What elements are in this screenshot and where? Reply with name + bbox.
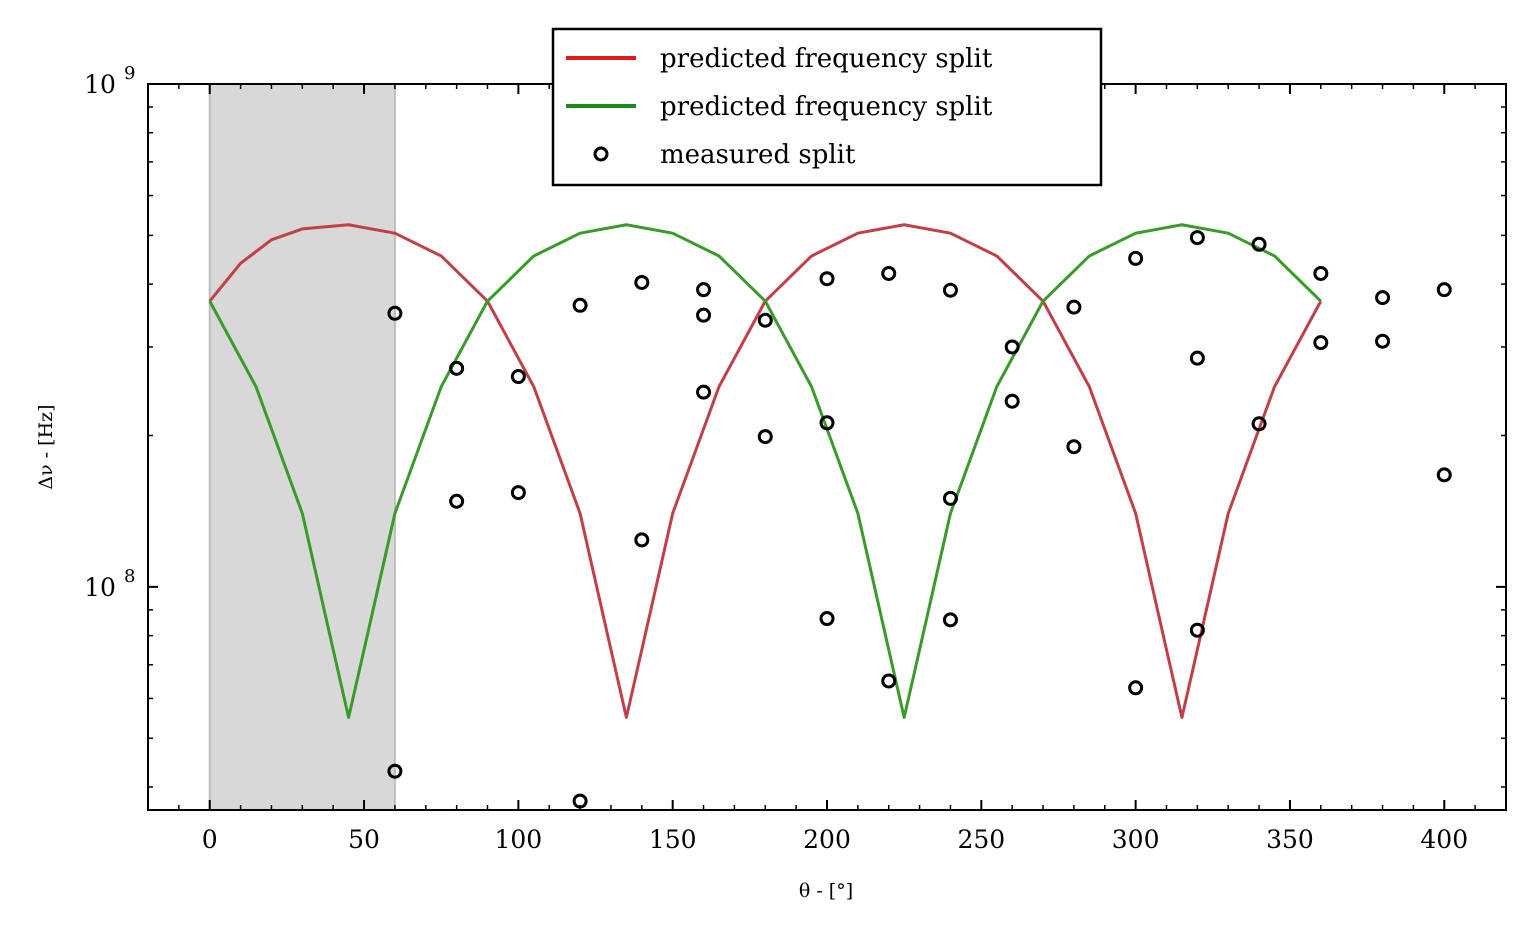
data-point xyxy=(1189,350,1205,366)
data-point xyxy=(696,384,712,400)
y-axis-label: Δν - [Hz] xyxy=(35,404,57,489)
series-line-1 xyxy=(208,223,1323,719)
x-tick-label: 200 xyxy=(803,825,851,854)
data-point xyxy=(819,415,835,431)
legend-label: predicted frequency split xyxy=(660,44,993,74)
x-axis-label: θ - [°] xyxy=(799,880,853,902)
x-tick-label: 350 xyxy=(1266,825,1314,854)
y-tick-label: 10 xyxy=(84,70,116,99)
y-tick-exponent: 9 xyxy=(124,63,135,84)
data-point xyxy=(1375,290,1391,306)
data-point xyxy=(1375,333,1391,349)
x-tick-label: 100 xyxy=(495,825,543,854)
data-point xyxy=(1004,339,1020,355)
legend-label: predicted frequency split xyxy=(660,92,993,122)
data-point xyxy=(1436,282,1452,298)
plot-area xyxy=(208,84,1452,810)
x-tick-label: 50 xyxy=(348,825,380,854)
legend: predicted frequency split predicted frequ… xyxy=(551,27,1103,187)
data-point xyxy=(881,265,897,281)
data-point xyxy=(819,611,835,627)
data-point xyxy=(510,485,526,501)
data-point xyxy=(387,305,403,321)
y-tick-exponent: 8 xyxy=(124,566,135,587)
data-point xyxy=(1128,250,1144,266)
data-point xyxy=(387,763,403,779)
data-point xyxy=(449,360,465,376)
data-point xyxy=(1066,299,1082,315)
x-tick-label: 250 xyxy=(957,825,1005,854)
data-point xyxy=(942,612,958,628)
data-point xyxy=(510,369,526,385)
data-point xyxy=(757,312,773,328)
data-point xyxy=(1189,622,1205,638)
legend-label: measured split xyxy=(660,140,856,170)
data-point xyxy=(881,673,897,689)
data-point xyxy=(942,282,958,298)
data-point xyxy=(1004,393,1020,409)
x-tick-label: 300 xyxy=(1112,825,1160,854)
x-tick-label: 0 xyxy=(202,825,218,854)
series-line-2 xyxy=(208,223,1322,719)
legend-box xyxy=(551,27,1103,187)
data-point xyxy=(1066,439,1082,455)
y-tick-label: 10 xyxy=(84,573,116,602)
data-point xyxy=(449,493,465,509)
data-point xyxy=(1251,236,1267,252)
data-point xyxy=(1189,230,1205,246)
data-point xyxy=(1313,335,1329,351)
data-point xyxy=(572,297,588,313)
data-point xyxy=(696,307,712,323)
x-tick-label: 400 xyxy=(1420,825,1468,854)
data-point xyxy=(757,429,773,445)
x-tick-label: 150 xyxy=(649,825,697,854)
data-point xyxy=(942,490,958,506)
data-point xyxy=(1436,467,1452,483)
data-point xyxy=(634,532,650,548)
data-point xyxy=(696,282,712,298)
legend-swatch-marker xyxy=(593,146,609,162)
data-point xyxy=(634,274,650,290)
data-point xyxy=(1313,265,1329,281)
data-point xyxy=(1128,680,1144,696)
data-point xyxy=(1251,416,1267,432)
data-point xyxy=(819,271,835,287)
shaded-region xyxy=(209,84,395,810)
